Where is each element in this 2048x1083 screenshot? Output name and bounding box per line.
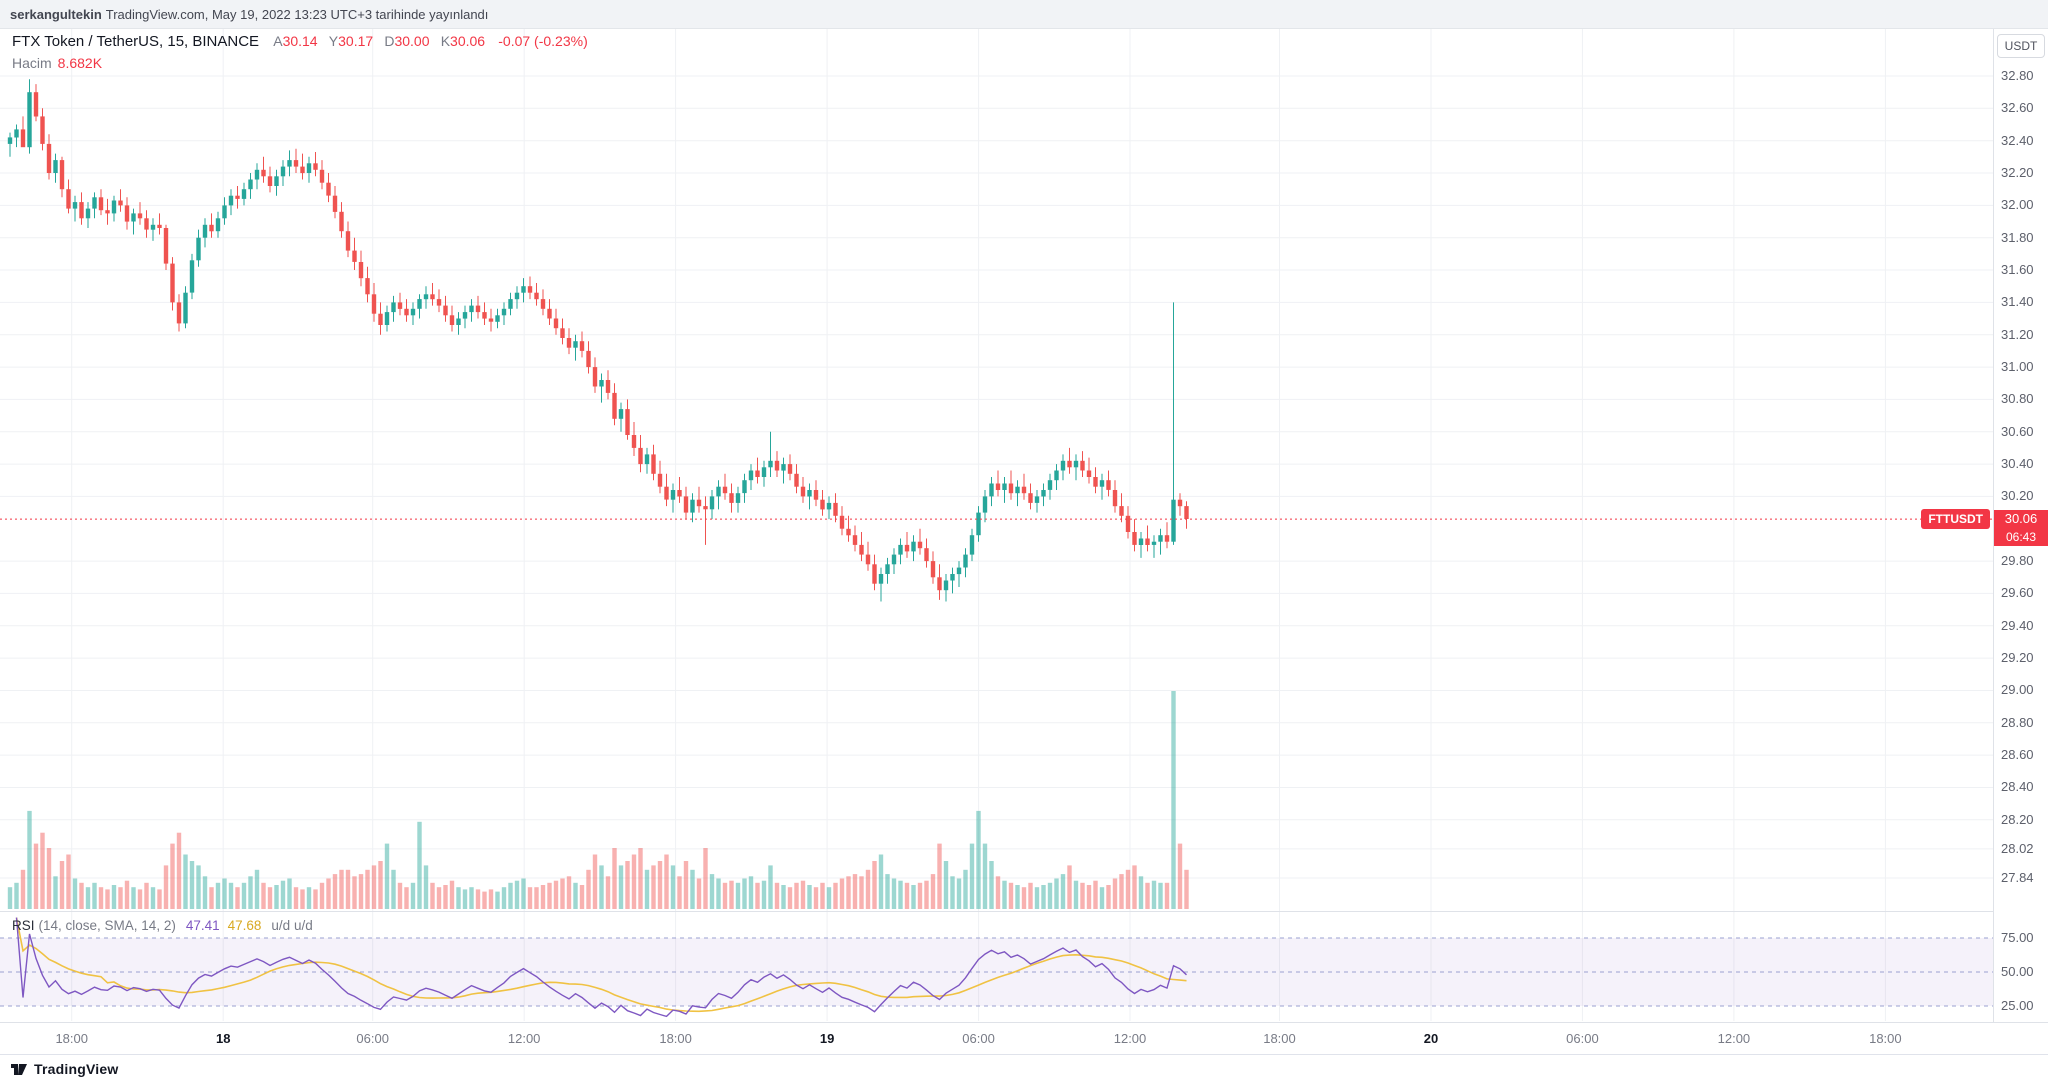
price-tick-label: 28.60 [2001,747,2034,763]
time-tick-label: 18:00 [659,1031,692,1046]
symbol-price-tag: FTTUSDT [1921,509,1990,530]
change-value: -0.07 (-0.23%) [498,33,588,49]
price-tick-label: 31.20 [2001,326,2034,342]
time-tick-label: 12:00 [507,1031,541,1046]
price-tick-label: 28.02 [2001,840,2034,856]
last-price-value: 30.06 [1994,510,2048,529]
time-tick-label: 12:00 [1717,1031,1751,1046]
rsi-value: 47.41 [185,918,220,933]
price-tick-label: 30.60 [2001,423,2034,439]
price-tick-label: 31.40 [2001,294,2034,310]
footer-bar: TradingView [0,1054,2048,1083]
symbol-legend[interactable]: FTX Token / TetherUS, 15, BINANCE A30.14… [12,33,588,50]
price-tick-label: 32.80 [2001,68,2034,83]
price-tick-label: 29.00 [2001,682,2034,698]
price-tick-label: 29.60 [2001,585,2034,601]
price-tick-label: 28.80 [2001,714,2034,730]
volume-legend[interactable]: Hacim 8.682K [12,55,102,71]
price-tick-label: 29.80 [2001,553,2034,569]
price-tick-label: 29.40 [2001,617,2034,633]
time-axis[interactable]: 18:00 18 06:00 12:00 18:00 19 06:00 12:00 18:00 2… [0,1022,2048,1054]
attribution-username[interactable]: serkangultekin [10,7,102,22]
rsi-legend[interactable]: RSI (14, close, SMA, 14, 2) 47.41 47.68 u/d … [12,918,313,933]
rsi-tick-label: 75.00 [2001,930,2034,945]
currency-unit-button[interactable]: USDT [1997,34,2045,58]
price-tick-label: 32.00 [2001,197,2034,213]
rsi-name: RSI [12,918,35,933]
candlestick-chart[interactable] [0,29,1993,1022]
volume-label: Hacim [12,55,52,71]
time-tick-label: 12:00 [1113,1031,1147,1046]
close-value: 30.06 [450,33,486,49]
price-tick-label: 32.20 [2001,165,2034,181]
price-tick-label: 31.80 [2001,229,2034,245]
time-tick-label: 18:00 [55,1031,88,1046]
time-tick-label: 06:00 [1566,1031,1599,1046]
rsi-tick-label: 50.00 [2001,964,2034,979]
tradingview-logo-icon[interactable] [10,1060,28,1078]
price-tick-label: 28.40 [2001,779,2034,795]
low-label: D [384,33,395,49]
price-tick-label: 31.60 [2001,262,2034,278]
price-axis[interactable]: USDT 30.06 06:43 32.80 32.60 32.40 32.20 32.… [1993,29,2048,1022]
time-tick-day-label: 18 [215,1031,231,1046]
price-tick-label: 30.20 [2001,488,2034,504]
symbol-title[interactable]: FTX Token / TetherUS, 15, BINANCE [12,33,260,50]
price-tick-label: 32.60 [2001,100,2034,116]
price-tick-label: 28.20 [2001,811,2034,827]
last-price-label: 30.06 06:43 [1994,510,2048,547]
high-value: 30.17 [338,33,374,49]
tradingview-wordmark[interactable]: TradingView [34,1061,119,1077]
attribution-text: TradingView.com, May 19, 2022 13:23 UTC+… [105,7,489,22]
time-tick-label: 06:00 [356,1031,389,1046]
volume-value: 8.682K [57,55,103,71]
price-tick-label: 27.84 [2001,870,2034,886]
high-label: Y [328,33,339,49]
price-tick-label: 32.40 [2001,132,2034,148]
open-label: A [273,33,283,49]
rsi-params: (14, close, SMA, 14, 2) [38,918,176,933]
candle-countdown: 06:43 [1994,528,2048,547]
price-tick-label: 31.00 [2001,359,2034,375]
time-tick-label: 06:00 [962,1031,995,1046]
low-value: 30.00 [394,33,430,49]
price-tick-label: 30.40 [2001,456,2034,472]
open-value: 30.14 [282,33,318,49]
time-tick-label: 18:00 [1869,1031,1902,1046]
rsi-tick-label: 25.00 [2001,998,2034,1013]
time-tick-label: 18:00 [1263,1031,1296,1046]
chart-area[interactable]: FTX Token / TetherUS, 15, BINANCE A30.14… [0,29,1993,1022]
attribution-bar: serkangultekin TradingView.com, May 19, 2… [0,0,2048,29]
rsi-legend-suffix: u/d u/d [271,918,313,933]
price-tick-label: 29.20 [2001,650,2034,666]
time-tick-day-label: 19 [819,1031,835,1046]
close-label: K [440,33,451,49]
rsi-ma-value: 47.68 [227,918,262,933]
time-tick-day-label: 20 [1423,1031,1439,1046]
price-tick-label: 30.80 [2001,391,2034,407]
